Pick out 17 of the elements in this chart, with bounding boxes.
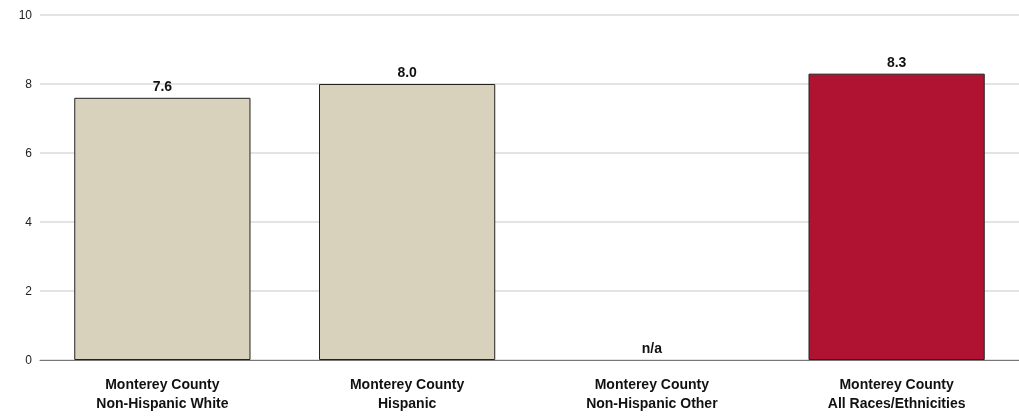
x-tick-label: Monterey County Hispanic bbox=[349, 375, 465, 411]
text: n/a bbox=[641, 340, 662, 356]
bar bbox=[74, 97, 251, 360]
x-tick-label: Monterey County Non-Hispanic Other bbox=[586, 375, 719, 411]
x-tick-label: Monterey County All Races/Ethnicities bbox=[827, 375, 966, 411]
y-tick-label: 2 bbox=[25, 284, 33, 298]
data-label: 8.3 bbox=[886, 53, 907, 70]
y-tick-label: 8 bbox=[25, 77, 33, 91]
x-tick-label: Monterey County Non-Hispanic White bbox=[96, 375, 229, 411]
bar bbox=[808, 73, 985, 360]
y-tick-label: 6 bbox=[25, 146, 33, 160]
bar bbox=[319, 84, 496, 360]
y-tick-label: 0 bbox=[25, 353, 33, 367]
data-label: 7.6 bbox=[152, 77, 173, 94]
y-tick-label: 10 bbox=[18, 8, 33, 22]
data-label: 8.0 bbox=[397, 64, 418, 80]
y-tick-label: 4 bbox=[25, 215, 33, 229]
